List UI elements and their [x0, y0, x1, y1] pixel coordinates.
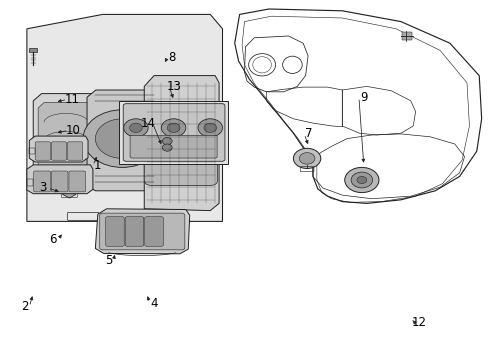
FancyBboxPatch shape	[35, 142, 50, 160]
Circle shape	[198, 119, 222, 137]
FancyBboxPatch shape	[119, 101, 228, 164]
Polygon shape	[62, 191, 76, 198]
Circle shape	[161, 119, 185, 137]
Text: 1: 1	[94, 159, 102, 172]
Circle shape	[162, 144, 172, 151]
Text: 7: 7	[305, 127, 312, 140]
Polygon shape	[87, 90, 157, 191]
Circle shape	[95, 119, 149, 158]
Circle shape	[83, 110, 161, 167]
Circle shape	[356, 176, 366, 184]
Text: 8: 8	[168, 51, 176, 64]
Bar	[401, 32, 411, 40]
Text: 14: 14	[140, 117, 155, 130]
FancyBboxPatch shape	[105, 217, 124, 246]
Bar	[27, 179, 33, 186]
Circle shape	[162, 138, 172, 145]
Text: 5: 5	[104, 254, 112, 267]
FancyBboxPatch shape	[67, 142, 82, 160]
Text: 12: 12	[411, 316, 426, 329]
FancyBboxPatch shape	[69, 171, 85, 192]
Polygon shape	[33, 94, 95, 180]
Circle shape	[123, 119, 148, 137]
Bar	[29, 148, 35, 154]
FancyBboxPatch shape	[51, 171, 68, 192]
Polygon shape	[27, 165, 93, 194]
Text: 10: 10	[66, 124, 81, 137]
Text: 13: 13	[166, 80, 181, 93]
Circle shape	[167, 123, 180, 132]
Circle shape	[203, 123, 216, 132]
FancyBboxPatch shape	[125, 217, 143, 246]
FancyBboxPatch shape	[144, 103, 217, 185]
Text: 9: 9	[359, 91, 367, 104]
Circle shape	[350, 172, 372, 188]
Polygon shape	[29, 136, 88, 162]
FancyBboxPatch shape	[123, 104, 224, 161]
Circle shape	[129, 123, 142, 132]
Text: 11: 11	[65, 93, 80, 106]
Text: 2: 2	[20, 300, 28, 313]
Bar	[29, 48, 37, 52]
Polygon shape	[27, 14, 222, 221]
Polygon shape	[144, 76, 219, 211]
FancyBboxPatch shape	[130, 135, 217, 158]
Text: 3: 3	[39, 181, 47, 194]
Polygon shape	[38, 103, 91, 176]
FancyBboxPatch shape	[51, 142, 66, 160]
FancyBboxPatch shape	[34, 171, 50, 192]
FancyBboxPatch shape	[100, 213, 184, 250]
Circle shape	[299, 153, 314, 164]
Circle shape	[293, 148, 320, 168]
FancyBboxPatch shape	[144, 217, 163, 246]
Circle shape	[344, 167, 378, 193]
Text: 4: 4	[150, 297, 158, 310]
Text: 6: 6	[49, 233, 57, 246]
Polygon shape	[95, 209, 189, 254]
